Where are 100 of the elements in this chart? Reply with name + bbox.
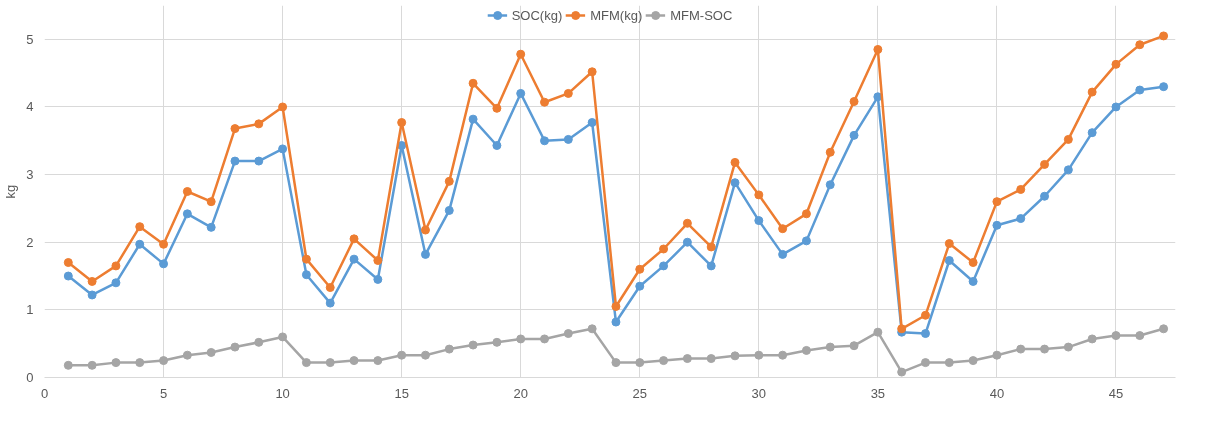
point	[468, 78, 478, 88]
point	[420, 350, 430, 360]
point	[206, 197, 216, 207]
point	[992, 220, 1002, 230]
point	[1040, 191, 1050, 201]
point	[540, 97, 550, 107]
point	[1087, 334, 1097, 344]
point	[1063, 165, 1073, 175]
point	[516, 88, 526, 98]
point	[349, 254, 359, 264]
point	[1040, 344, 1050, 354]
point	[920, 310, 930, 320]
legend-label: MFM-SOC	[670, 7, 733, 23]
point	[730, 351, 740, 361]
point	[825, 342, 835, 352]
point	[373, 256, 383, 265]
point	[206, 347, 216, 357]
point	[706, 354, 716, 364]
point	[968, 276, 978, 286]
point	[944, 239, 954, 249]
point	[1087, 128, 1097, 138]
point	[230, 124, 240, 134]
point	[635, 281, 645, 291]
point	[420, 225, 430, 235]
point	[516, 334, 526, 344]
y-tick-label: 5	[26, 31, 34, 47]
y-axis-title: kg	[3, 184, 19, 199]
point	[801, 236, 811, 246]
point	[1159, 82, 1169, 92]
x-tick-label: 20	[513, 385, 528, 401]
point	[1111, 102, 1121, 112]
point	[563, 329, 573, 339]
point	[873, 44, 883, 54]
point	[659, 261, 669, 271]
point	[1087, 87, 1097, 97]
y-tick-label: 3	[26, 167, 34, 183]
point	[730, 178, 740, 188]
point	[87, 360, 97, 370]
point	[230, 342, 240, 352]
y-tick-label: 4	[26, 99, 34, 115]
point	[63, 271, 73, 281]
point	[778, 224, 788, 234]
point	[754, 190, 764, 200]
y-tick-label: 1	[26, 302, 34, 318]
point	[230, 156, 240, 166]
point	[111, 358, 121, 368]
point	[1016, 184, 1026, 194]
point	[182, 350, 192, 360]
point	[849, 130, 859, 140]
point	[682, 218, 692, 228]
y-tick-label: 0	[26, 370, 34, 385]
point	[1159, 324, 1169, 334]
point	[540, 136, 550, 146]
point	[492, 141, 502, 150]
point	[420, 249, 430, 259]
x-tick-label: 10	[275, 385, 290, 401]
point	[87, 276, 97, 286]
point	[611, 301, 621, 311]
point	[325, 358, 335, 368]
point	[373, 274, 383, 284]
point	[444, 205, 454, 215]
point	[182, 209, 192, 219]
x-tick-label: 30	[751, 385, 767, 401]
point	[349, 234, 359, 244]
point	[801, 209, 811, 219]
point	[659, 356, 669, 366]
x-tick-label: 15	[394, 385, 409, 401]
point	[159, 239, 169, 249]
point	[325, 283, 335, 293]
x-tick-label: 0	[40, 385, 49, 401]
point	[730, 157, 740, 167]
point	[1135, 331, 1145, 341]
x-tick-label: 40	[989, 385, 1005, 401]
point	[373, 356, 383, 366]
point	[849, 341, 859, 351]
point	[587, 118, 597, 127]
point	[159, 356, 169, 366]
point	[1063, 134, 1073, 144]
point	[87, 290, 97, 300]
point	[778, 249, 788, 259]
point	[563, 134, 573, 144]
point	[825, 180, 835, 190]
point	[135, 239, 145, 249]
point	[397, 118, 407, 127]
point	[278, 332, 288, 342]
point	[825, 147, 835, 157]
point	[611, 317, 621, 327]
point	[611, 358, 621, 368]
point	[706, 242, 716, 252]
point	[182, 187, 192, 196]
point	[682, 354, 692, 364]
point	[1135, 85, 1145, 95]
point	[992, 197, 1002, 207]
point	[706, 261, 716, 271]
x-tick-label: 5	[159, 385, 168, 401]
point	[254, 119, 264, 129]
point	[492, 337, 502, 347]
point	[301, 270, 311, 280]
point	[301, 254, 311, 264]
point	[897, 367, 907, 377]
